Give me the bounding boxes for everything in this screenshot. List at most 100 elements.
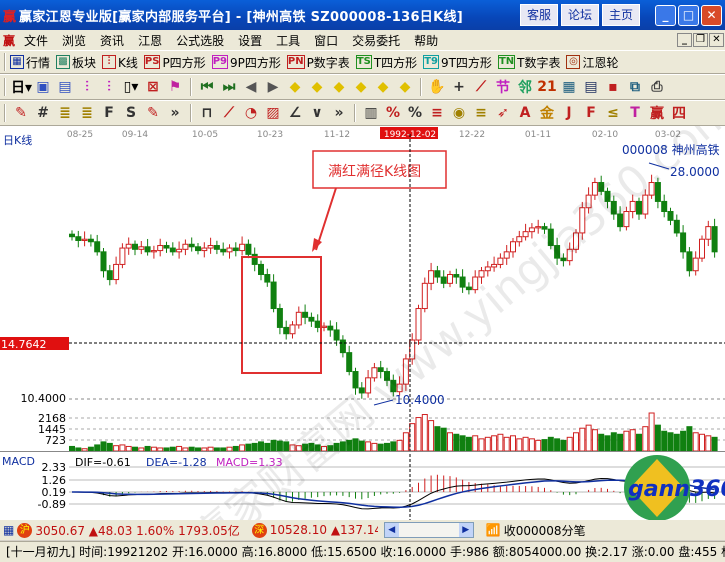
sh-index[interactable]: 3050.67 ▲48.03 1.60% 1793.05亿 <box>35 523 240 538</box>
gold-icon[interactable]: 金 <box>540 106 554 122</box>
percent-icon[interactable]: % <box>407 105 423 121</box>
ratio-icon[interactable]: ≡ <box>431 105 443 121</box>
flag-icon[interactable]: ⚑ <box>168 79 182 95</box>
shrink-icon[interactable]: ◆ <box>355 79 367 95</box>
menu-trade[interactable]: 交易委托 <box>352 33 401 48</box>
index-table-icon[interactable]: ▦ <box>3 523 15 537</box>
toolbar-quotes-button[interactable]: ▦ 行情 <box>10 54 50 71</box>
angle-icon[interactable]: ∠ <box>288 105 302 121</box>
gold2-icon[interactable]: ≣ <box>81 105 93 121</box>
menu-settings[interactable]: 设置 <box>238 33 263 48</box>
menu-window[interactable]: 窗口 <box>314 33 339 48</box>
more-icon[interactable]: » <box>170 105 180 121</box>
toolbar-ts-button[interactable]: TS T四方形 <box>355 54 417 71</box>
toolbar-p9-button[interactable]: P9 9P四方形 <box>211 54 281 71</box>
menu-gann[interactable]: 江恩 <box>138 33 163 48</box>
menu-file[interactable]: 文件 <box>24 33 49 48</box>
eraser-icon[interactable]: ✎ <box>147 105 159 121</box>
arc-icon[interactable]: ◔ <box>244 105 258 121</box>
toolbar-grip[interactable] <box>4 53 6 71</box>
first-icon[interactable]: ⏮ <box>200 79 214 95</box>
toolbar-ps-button[interactable]: PS P四方形 <box>143 54 206 71</box>
toolbar-gann-wheel-button[interactable]: ◎ 江恩轮 <box>566 54 619 71</box>
kline-chart[interactable]: 日K线 08-25 09-14 10-05 10-23 11-12 1992-12-02 1… <box>0 85 725 562</box>
fan-icon[interactable]: ⟋ <box>224 105 234 121</box>
zoom-out-icon[interactable]: ◆ <box>399 79 411 95</box>
hash-icon[interactable]: # <box>37 105 49 121</box>
pen-icon[interactable]: ✎ <box>15 105 27 121</box>
toolbar-grip[interactable] <box>4 104 6 122</box>
wave-icon[interactable]: ∨ <box>311 105 323 121</box>
menu-help[interactable]: 帮助 <box>414 33 439 48</box>
ac-icon[interactable]: A <box>519 105 531 121</box>
zoom-in-icon[interactable]: ◆ <box>377 79 389 95</box>
gold1-icon[interactable]: ≣ <box>59 105 71 121</box>
toolbar-sector-button[interactable]: ▩ 板块 <box>56 54 96 71</box>
calculator-icon[interactable]: ▦ <box>562 79 576 95</box>
toolbar-pn-button[interactable]: PN P数字表 <box>286 54 350 71</box>
menu-tools[interactable]: 工具 <box>276 33 301 48</box>
mdi-restore-button[interactable]: ❐ <box>693 33 708 47</box>
minimize-button[interactable]: _ <box>655 4 676 26</box>
chart-window-icon[interactable]: ▣ <box>36 79 50 95</box>
menu-browse[interactable]: 浏览 <box>62 33 87 48</box>
indicator3-icon[interactable]: ⫶ <box>85 79 89 95</box>
notes-icon[interactable]: ▤ <box>58 79 72 95</box>
table-icon[interactable]: ▥ <box>364 105 378 121</box>
close-button[interactable]: ✕ <box>701 4 722 26</box>
ti-icon[interactable]: T <box>630 105 640 121</box>
scroll-left-icon[interactable]: ◀ <box>384 523 399 537</box>
sz-index[interactable]: 10528.10 ▲137.14 1.32% 2473.66 <box>269 523 378 537</box>
lin-icon[interactable]: 邻 <box>518 80 532 96</box>
calendar-icon[interactable]: 21 <box>537 79 557 95</box>
si-icon[interactable]: 四 <box>672 106 686 122</box>
save-icon[interactable]: ▪ <box>608 79 618 95</box>
gold-lines-icon[interactable]: ≡ <box>475 105 487 121</box>
hand-icon[interactable]: ✋ <box>428 79 446 95</box>
ying-icon[interactable]: 赢 <box>650 106 664 122</box>
sword-icon[interactable]: S <box>125 105 137 121</box>
menu-formula[interactable]: 公式选股 <box>176 33 225 48</box>
percent-line-icon[interactable]: % <box>385 105 401 121</box>
customer-service-button[interactable]: 客服 <box>519 4 558 26</box>
scroll-right-icon[interactable]: ▶ <box>458 523 473 537</box>
right-diamond-icon[interactable]: ◆ <box>311 79 323 95</box>
print-icon[interactable]: ⎙ <box>651 79 663 95</box>
tick-detail-label[interactable]: 收000008分笔 <box>503 523 586 538</box>
gold3-icon[interactable]: ≤ <box>607 105 619 121</box>
forum-button[interactable]: 论坛 <box>560 4 599 26</box>
toolbar-kline-button[interactable]: ⫶ K线 <box>102 54 138 71</box>
mdi-minimize-button[interactable]: _ <box>677 33 692 47</box>
index-scrollbar[interactable]: ◀ ▶ <box>383 522 474 538</box>
expand-icon[interactable]: ◆ <box>333 79 345 95</box>
f2-icon[interactable]: F <box>586 105 596 121</box>
more2-icon[interactable]: » <box>334 105 344 121</box>
prev-icon[interactable]: ◀ <box>245 79 257 95</box>
jie-icon[interactable]: 节 <box>496 80 510 96</box>
f-icon[interactable]: F <box>104 105 114 121</box>
candle-type-icon[interactable]: ▯▾ <box>123 79 139 95</box>
frame-icon[interactable]: ⊓ <box>201 105 213 121</box>
period-day-icon[interactable]: 日▾ <box>11 80 33 96</box>
last-icon[interactable]: ⏭ <box>222 79 236 95</box>
menu-info[interactable]: 资讯 <box>100 33 125 48</box>
crosshair-icon[interactable]: + <box>453 79 465 95</box>
toolbar-t9-button[interactable]: T9 9T四方形 <box>423 54 492 71</box>
indicator9-icon[interactable]: ⫶ <box>107 79 111 95</box>
toolbar-tn-button[interactable]: TN T数字表 <box>497 54 560 71</box>
homepage-button[interactable]: 主页 <box>601 4 640 26</box>
mdi-close-button[interactable]: ✕ <box>709 33 724 47</box>
arrow-icon[interactable]: ➶ <box>497 105 509 121</box>
draw-line-icon[interactable]: ⟋ <box>476 79 486 95</box>
toolbar-grip[interactable] <box>4 78 6 96</box>
report-icon[interactable]: ▤ <box>584 79 598 95</box>
next-icon[interactable]: ▶ <box>267 79 279 95</box>
j-icon[interactable]: J <box>566 105 572 121</box>
left-diamond-icon[interactable]: ◆ <box>289 79 301 95</box>
maximize-button[interactable]: □ <box>678 4 699 26</box>
network-icon[interactable]: ⧉ <box>630 79 640 95</box>
gann360-logo[interactable]: gann360 <box>624 455 725 521</box>
box-icon[interactable]: ▨ <box>266 105 280 121</box>
gann-grid-icon[interactable]: ⊠ <box>147 79 159 95</box>
gold-circle-icon[interactable]: ◉ <box>452 105 466 121</box>
